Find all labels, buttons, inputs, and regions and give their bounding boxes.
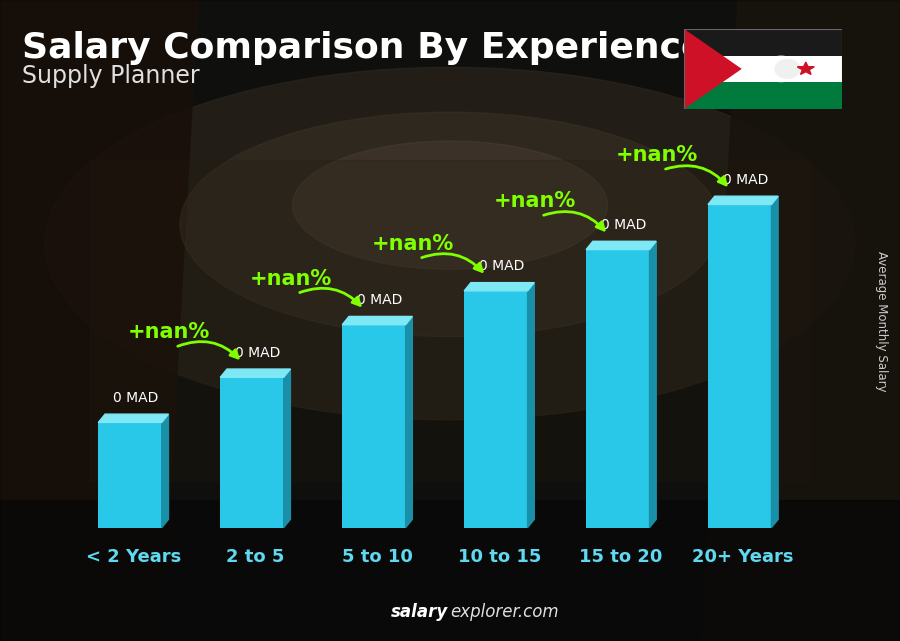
Polygon shape	[527, 283, 535, 528]
Text: Salary Comparison By Experience: Salary Comparison By Experience	[22, 31, 706, 65]
Text: salary: salary	[391, 603, 448, 621]
Polygon shape	[684, 29, 742, 109]
Text: 20+ Years: 20+ Years	[692, 548, 794, 566]
Bar	[0, 500, 900, 641]
Text: Supply Planner: Supply Planner	[22, 64, 200, 88]
Polygon shape	[702, 0, 900, 641]
Polygon shape	[162, 414, 168, 528]
Polygon shape	[775, 60, 800, 78]
Text: 0 MAD: 0 MAD	[723, 173, 769, 187]
Text: +nan%: +nan%	[494, 191, 576, 212]
Text: 2 to 5: 2 to 5	[226, 548, 284, 566]
Text: 5 to 10: 5 to 10	[342, 548, 413, 566]
Text: 10 to 15: 10 to 15	[457, 548, 541, 566]
Polygon shape	[464, 283, 535, 291]
Bar	[708, 204, 771, 528]
Bar	[586, 249, 650, 528]
Bar	[220, 378, 284, 528]
Bar	[342, 325, 406, 528]
Text: +nan%: +nan%	[372, 234, 454, 254]
Polygon shape	[342, 317, 412, 325]
Text: +nan%: +nan%	[128, 322, 211, 342]
Text: 0 MAD: 0 MAD	[113, 391, 158, 404]
Polygon shape	[765, 56, 797, 81]
Ellipse shape	[292, 141, 608, 269]
Polygon shape	[771, 196, 778, 528]
Polygon shape	[797, 62, 814, 74]
Text: +nan%: +nan%	[616, 145, 698, 165]
Bar	[684, 56, 842, 82]
Polygon shape	[284, 369, 291, 528]
Ellipse shape	[180, 112, 720, 337]
Bar	[684, 82, 842, 109]
Text: 15 to 20: 15 to 20	[580, 548, 662, 566]
Polygon shape	[775, 60, 800, 78]
Text: Average Monthly Salary: Average Monthly Salary	[875, 251, 888, 391]
Ellipse shape	[45, 67, 855, 420]
Bar	[464, 291, 527, 528]
Bar	[684, 29, 842, 56]
Polygon shape	[775, 60, 800, 78]
Text: 0 MAD: 0 MAD	[357, 293, 402, 307]
Text: 0 MAD: 0 MAD	[235, 345, 281, 360]
Polygon shape	[650, 241, 656, 528]
Polygon shape	[586, 241, 656, 249]
Polygon shape	[98, 414, 168, 422]
Text: 0 MAD: 0 MAD	[479, 259, 525, 273]
Polygon shape	[0, 0, 198, 641]
Text: explorer.com: explorer.com	[450, 603, 559, 621]
Polygon shape	[708, 196, 778, 204]
Text: +nan%: +nan%	[250, 269, 332, 288]
Text: < 2 Years: < 2 Years	[86, 548, 181, 566]
Bar	[90, 160, 810, 481]
Polygon shape	[220, 369, 291, 378]
Bar	[98, 422, 162, 528]
Polygon shape	[406, 317, 412, 528]
Text: 0 MAD: 0 MAD	[601, 218, 646, 232]
